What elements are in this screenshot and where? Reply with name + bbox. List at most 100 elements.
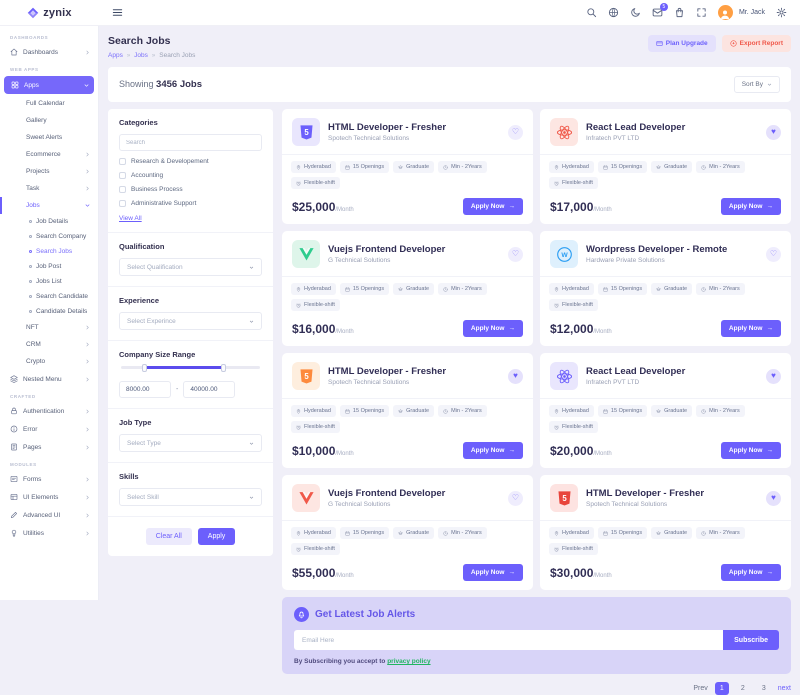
sidebar-item-ecommerce[interactable]: Ecommerce	[0, 146, 98, 163]
favorite-heart-icon[interactable]: ♡	[508, 247, 523, 262]
chevron-right-icon	[85, 477, 90, 482]
user-name[interactable]: Mr. Jack	[739, 9, 765, 16]
pagination-page-1[interactable]: 1	[715, 682, 729, 695]
bullet-icon	[29, 235, 32, 238]
favorite-heart-icon[interactable]: ♡	[508, 491, 523, 506]
pagination-page-3[interactable]: 3	[757, 682, 771, 695]
sidebar-item-error[interactable]: Error	[0, 420, 98, 438]
company-size-slider[interactable]	[121, 366, 260, 369]
sidebar-item-full-calendar[interactable]: Full Calendar	[0, 95, 98, 112]
pagination-prev[interactable]: Prev	[693, 685, 707, 692]
sidebar-item-gallery[interactable]: Gallery	[0, 112, 98, 129]
qualification-select[interactable]: Select Qualification	[119, 258, 262, 276]
sidebar-item-advanced-ui[interactable]: Advanced UI	[0, 506, 98, 524]
fullscreen-icon[interactable]	[696, 7, 707, 18]
clear-all-button[interactable]: Clear All	[146, 528, 192, 545]
brand[interactable]: zynix	[0, 7, 99, 19]
subscribe-button[interactable]: Subscribe	[723, 630, 779, 650]
apply-now-button[interactable]: Apply Now→	[463, 564, 523, 581]
apply-now-button[interactable]: Apply Now→	[721, 320, 781, 337]
settings-icon[interactable]	[776, 7, 787, 18]
pagination-next[interactable]: next	[778, 685, 791, 692]
slider-handle-max[interactable]	[221, 364, 226, 372]
moon-icon[interactable]	[630, 7, 641, 18]
alarm-icon	[296, 181, 301, 186]
sidebar-item-job-post[interactable]: Job Post	[0, 259, 98, 274]
sidebar-item-crm[interactable]: CRM	[0, 336, 98, 353]
sidebar-item-nft[interactable]: NFT	[0, 319, 98, 336]
categories-search-input[interactable]	[119, 134, 262, 151]
breadcrumb-link[interactable]: Apps	[108, 52, 123, 59]
language-icon[interactable]	[608, 7, 619, 18]
category-option-business-process[interactable]: Business Process	[119, 186, 262, 193]
sidebar-item-label: Job Details	[36, 218, 68, 225]
sidebar-item-dashboards[interactable]: Dashboards	[0, 43, 98, 61]
privacy-policy-link[interactable]: privacy policy	[387, 658, 430, 665]
favorite-heart-icon[interactable]: ♡	[508, 125, 523, 140]
favorite-heart-icon[interactable]: ♥	[766, 491, 781, 506]
sidebar-item-utilities[interactable]: Utilities	[0, 524, 98, 542]
sort-by-button[interactable]: Sort By	[734, 76, 780, 93]
apply-filters-button[interactable]: Apply	[198, 528, 236, 545]
company-size-min-input[interactable]	[119, 381, 171, 398]
view-all-link[interactable]: View All	[119, 215, 142, 222]
category-option-accounting[interactable]: Accounting	[119, 172, 262, 179]
sidebar-item-label: Search Jobs	[36, 248, 72, 255]
favorite-heart-icon[interactable]: ♡	[766, 247, 781, 262]
sidebar-section-label: CRAFTED	[0, 388, 98, 402]
apply-now-button[interactable]: Apply Now→	[721, 564, 781, 581]
apply-now-button[interactable]: Apply Now→	[721, 198, 781, 215]
apply-now-button[interactable]: Apply Now→	[463, 320, 523, 337]
company-size-max-input[interactable]	[183, 381, 235, 398]
favorite-heart-icon[interactable]: ♥	[766, 125, 781, 140]
favorite-heart-icon[interactable]: ♥	[766, 369, 781, 384]
sidebar-item-ui-elements[interactable]: UI Elements	[0, 488, 98, 506]
sidebar-item-jobs[interactable]: Jobs	[0, 197, 98, 214]
sidebar-item-jobs-list[interactable]: Jobs List	[0, 274, 98, 289]
category-option-research-developement[interactable]: Research & Developement	[119, 158, 262, 165]
sidebar-item-search-jobs[interactable]: Search Jobs	[0, 244, 98, 259]
svg-text:5: 5	[304, 128, 309, 137]
job-type-select[interactable]: Select Type	[119, 434, 262, 452]
sidebar-item-job-details[interactable]: Job Details	[0, 214, 98, 229]
category-option-administrative-support[interactable]: Administrative Support	[119, 200, 262, 207]
pagination-page-2[interactable]: 2	[736, 682, 750, 695]
checkbox-icon[interactable]	[119, 200, 126, 207]
sidebar-item-task[interactable]: Task	[0, 180, 98, 197]
sidebar-item-projects[interactable]: Projects	[0, 163, 98, 180]
sidebar-item-nested-menu[interactable]: Nested Menu	[0, 370, 98, 388]
chevron-down-icon	[85, 203, 90, 208]
checkbox-icon[interactable]	[119, 172, 126, 179]
avatar[interactable]	[718, 5, 733, 20]
breadcrumb-link[interactable]: Jobs	[134, 52, 148, 59]
apply-now-button[interactable]: Apply Now→	[463, 198, 523, 215]
cart-icon[interactable]	[674, 7, 685, 18]
email-input[interactable]	[294, 630, 723, 650]
sidebar-item-authentication[interactable]: Authentication	[0, 402, 98, 420]
sidebar-item-search-company[interactable]: Search Company	[0, 229, 98, 244]
slider-handle-min[interactable]	[142, 364, 147, 372]
favorite-heart-icon[interactable]: ♥	[508, 369, 523, 384]
plan-upgrade-button[interactable]: Plan Upgrade	[648, 35, 716, 52]
location-icon	[296, 287, 301, 292]
sidebar-item-candidate-details[interactable]: Candidate Details	[0, 304, 98, 319]
sidebar-item-pages[interactable]: Pages	[0, 438, 98, 456]
experience-select[interactable]: Select Experince	[119, 312, 262, 330]
messages-icon[interactable]: 5	[652, 7, 663, 18]
export-report-button[interactable]: Export Report	[722, 35, 791, 52]
checkbox-icon[interactable]	[119, 158, 126, 165]
sidebar-item-apps[interactable]: Apps	[4, 76, 94, 94]
search-icon[interactable]	[586, 7, 597, 18]
sidebar-item-sweet-alerts[interactable]: Sweet Alerts	[0, 129, 98, 146]
job-salary: $16,000/Month	[292, 322, 354, 336]
sidebar-item-forms[interactable]: Forms	[0, 470, 98, 488]
checkbox-icon[interactable]	[119, 186, 126, 193]
card-icon	[656, 40, 663, 47]
apply-now-button[interactable]: Apply Now→	[463, 442, 523, 459]
arrow-right-icon: →	[767, 203, 774, 210]
sidebar-item-search-candidate[interactable]: Search Candidate	[0, 289, 98, 304]
apply-now-button[interactable]: Apply Now→	[721, 442, 781, 459]
skills-select[interactable]: Select Skill	[119, 488, 262, 506]
sidebar-item-crypto[interactable]: Crypto	[0, 353, 98, 370]
hamburger-icon[interactable]	[112, 7, 123, 18]
